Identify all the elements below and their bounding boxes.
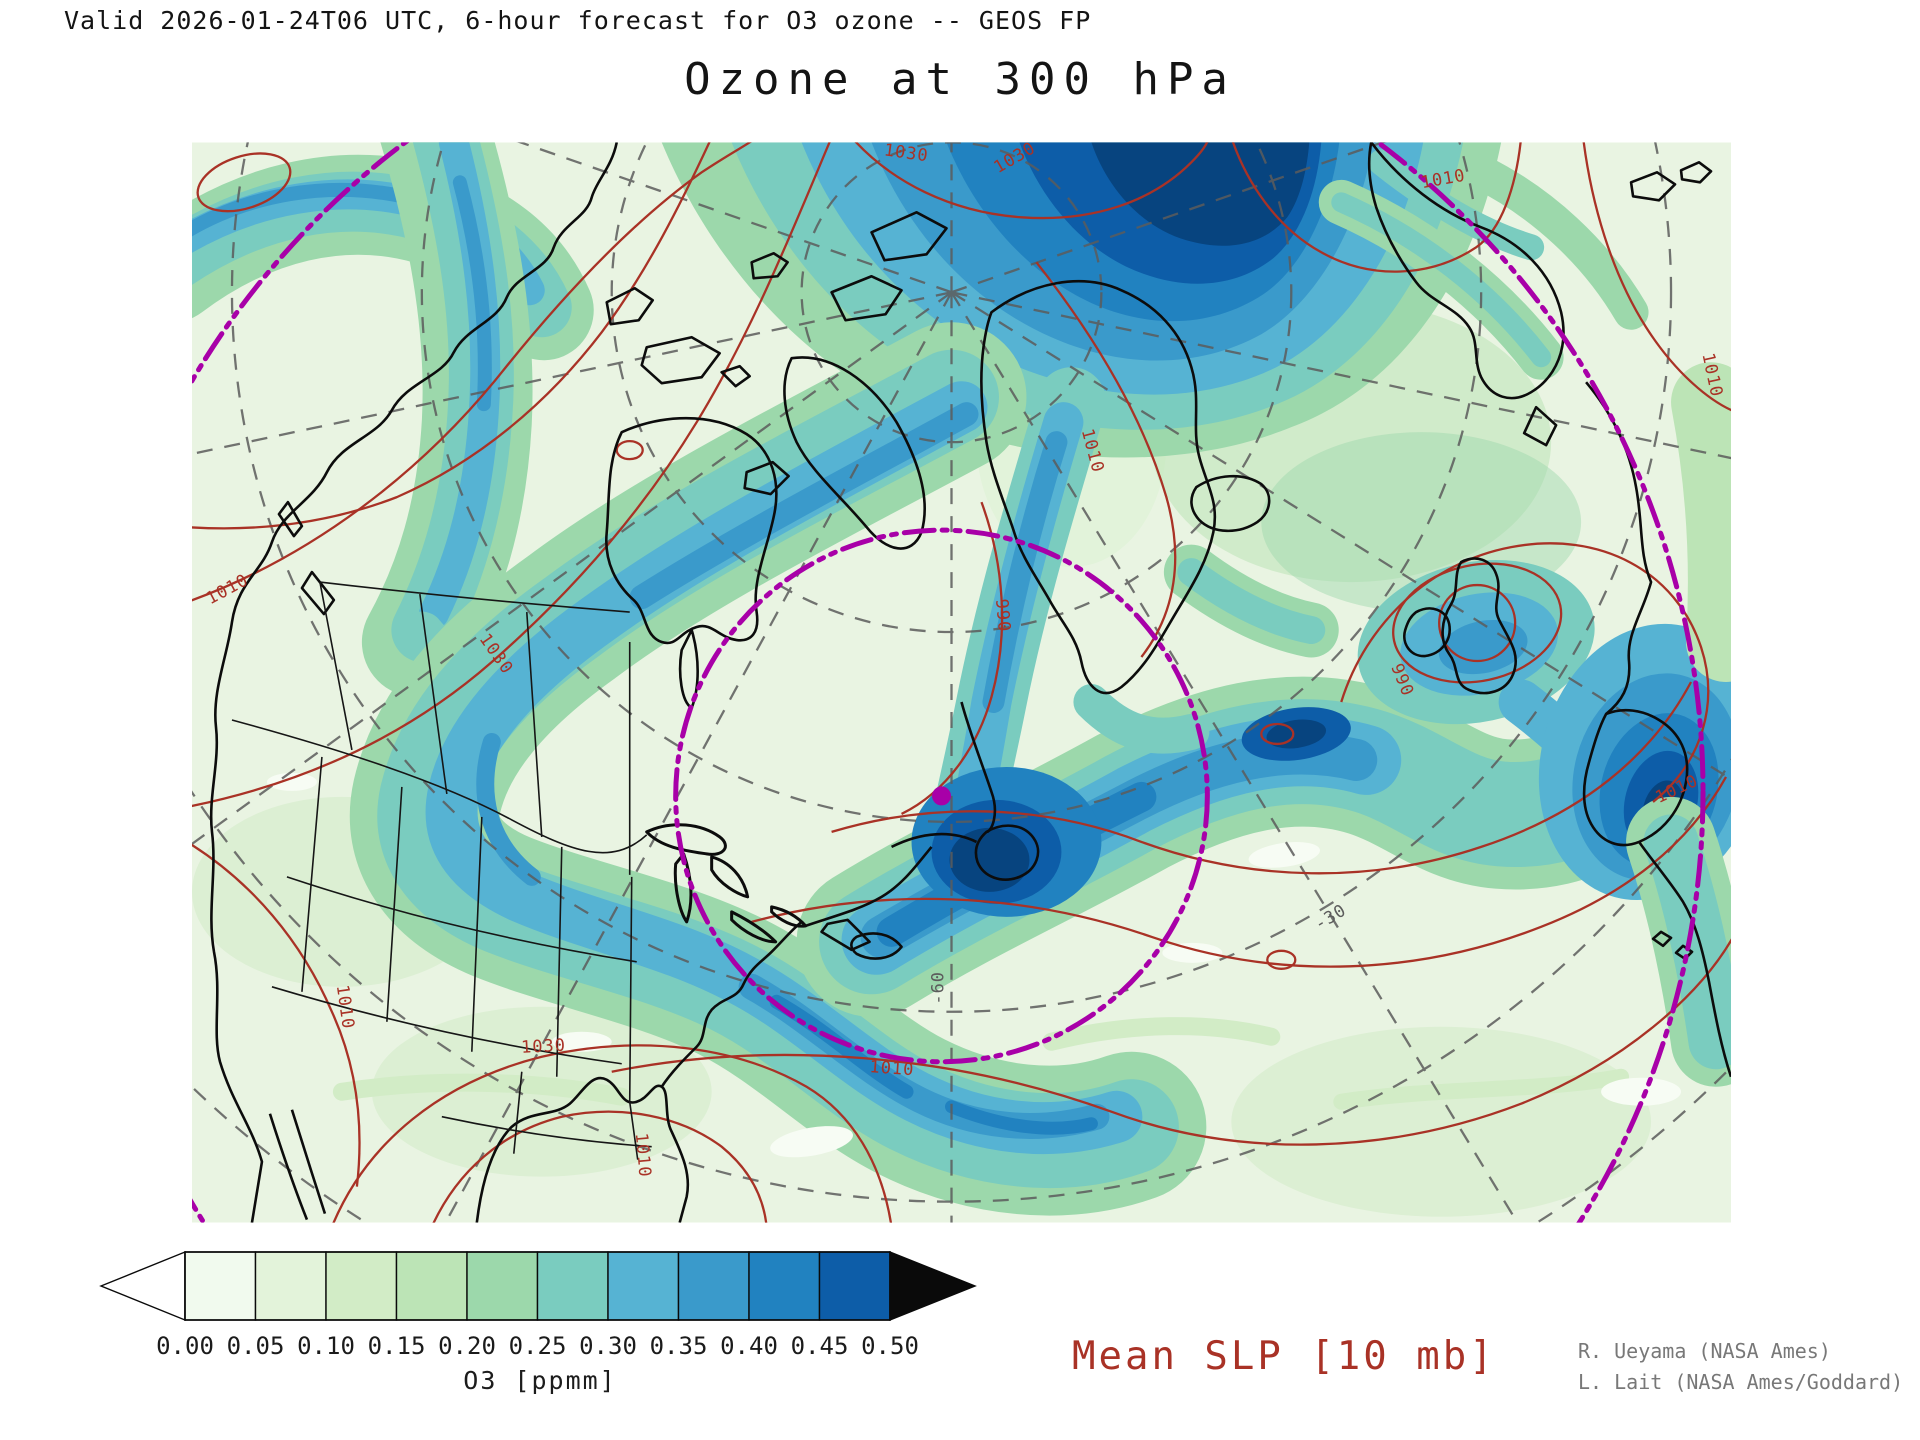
colorbar-swatch <box>607 1251 680 1321</box>
colorbar-tick-label: 0.10 <box>297 1332 355 1360</box>
colorbar-tick-label: 0.50 <box>861 1332 919 1360</box>
slp-contour-label: 1010 <box>869 1057 915 1080</box>
colorbar-tick-label: 0.40 <box>720 1332 778 1360</box>
colorbar-tick-label: 0.30 <box>579 1332 637 1360</box>
slp-contour-label: 1030 <box>521 1036 567 1058</box>
colorbar-swatch <box>536 1251 609 1321</box>
graticule-label: -60 <box>929 971 949 1005</box>
colorbar-tick-label: 0.05 <box>227 1332 285 1360</box>
colorbar-swatch <box>677 1251 750 1321</box>
ozone-fill-layer <box>192 142 1731 1223</box>
credits: R. Ueyama (NASA Ames) L. Lait (NASA Ames… <box>1578 1336 1903 1398</box>
colorbar-tick-label: 0.00 <box>156 1332 214 1360</box>
valid-time-line: Valid 2026-01-24T06 UTC, 6-hour forecast… <box>64 6 1092 35</box>
colorbar-tick-label: 0.45 <box>791 1332 849 1360</box>
colorbar-swatch <box>325 1251 398 1321</box>
credit-line: R. Ueyama (NASA Ames) <box>1578 1339 1831 1363</box>
colorbar-low-arrow <box>99 1250 186 1322</box>
colorbar-swatch <box>184 1251 257 1321</box>
colorbar-unit-label: O3 [ppmm] <box>463 1366 617 1395</box>
colorbar-swatch <box>748 1251 821 1321</box>
center-point-marker <box>932 786 952 806</box>
colorbar-swatch <box>818 1251 891 1321</box>
colorbar-swatch <box>466 1251 539 1321</box>
graticule-layer <box>192 142 1731 1223</box>
ozone-map: 1010 1030 1030 1030 1010 1010 990 990 1010 1010 10… <box>192 142 1731 1223</box>
colorbar-swatch <box>395 1251 468 1321</box>
slp-contour-layer <box>192 142 1731 1223</box>
colorbar-tick-label: 0.25 <box>509 1332 567 1360</box>
credit-line: L. Lait (NASA Ames/Goddard) <box>1578 1370 1904 1394</box>
slp-contour-label: 1010 <box>631 1132 655 1178</box>
slp-contour-label: 990 <box>991 598 1014 633</box>
colorbar: 0.00 0.05 0.10 0.15 0.20 0.25 0.30 0.35 0.40 0.45… <box>95 1248 995 1370</box>
colorbar-tick-label: 0.15 <box>368 1332 426 1360</box>
range-ring-layer <box>192 142 1706 1223</box>
slp-legend-label: Mean SLP [10 mb] <box>1072 1334 1496 1379</box>
colorbar-high-arrow <box>889 1250 977 1322</box>
page-title: Ozone at 300 hPa <box>684 54 1236 105</box>
colorbar-canvas: 0.00 0.05 0.10 0.15 0.20 0.25 0.30 0.35 0.40 0.45… <box>99 1250 977 1360</box>
colorbar-tick-label: 0.35 <box>650 1332 708 1360</box>
border-layer <box>231 581 652 1160</box>
colorbar-swatch <box>254 1251 327 1321</box>
colorbar-tick-label: 0.20 <box>438 1332 496 1360</box>
coastline-layer <box>209 142 1731 1223</box>
